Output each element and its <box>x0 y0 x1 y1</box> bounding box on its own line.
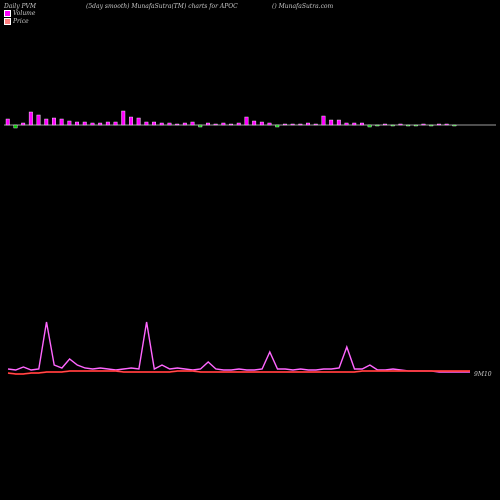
volume-bar-44 <box>344 122 349 126</box>
volume-bar-25 <box>198 124 203 128</box>
chart-title-right: () MunafaSutra.com <box>272 3 334 10</box>
volume-bar-20 <box>159 122 164 126</box>
series-price-line <box>7 370 470 375</box>
volume-bar-1 <box>13 124 18 129</box>
volume-bar-22 <box>175 123 180 126</box>
volume-bar-19 <box>152 121 157 126</box>
volume-bar-33 <box>259 121 264 126</box>
legend-price-label: Price <box>13 18 29 25</box>
volume-bar-45 <box>352 122 357 126</box>
volume-bar-3 <box>28 111 33 126</box>
volume-bar-50 <box>390 124 395 127</box>
volume-bar-0 <box>5 118 10 126</box>
volume-bar-18 <box>144 121 149 126</box>
volume-bar-12 <box>98 122 103 126</box>
volume-bar-35 <box>275 124 280 128</box>
volume-bar-49 <box>383 123 387 126</box>
volume-bar-29 <box>229 123 234 126</box>
volume-bar-38 <box>298 123 303 126</box>
series-volume-line <box>7 321 470 373</box>
volume-bar-21 <box>167 122 172 126</box>
volume-bar-13 <box>105 121 110 126</box>
volume-bar-17 <box>136 117 141 126</box>
legend-price: Price <box>4 18 29 25</box>
volume-bar-16 <box>128 116 133 126</box>
volume-bar-7 <box>59 118 64 126</box>
volume-bar-23 <box>182 122 187 126</box>
volume-bar-42 <box>329 119 334 126</box>
volume-bar-11 <box>90 122 95 126</box>
volume-bar-27 <box>213 123 218 126</box>
volume-bar-5 <box>44 118 49 126</box>
volume-bar-53 <box>413 124 418 127</box>
volume-bar-31 <box>244 116 249 126</box>
volume-bar-47 <box>367 124 372 128</box>
volume-bar-4 <box>36 114 41 126</box>
volume-bar-28 <box>221 122 226 126</box>
volume-bar-6 <box>52 117 56 126</box>
chart-title-center: (5day smooth) MunafaSutra(TM) charts for… <box>86 3 238 10</box>
volume-bar-54 <box>421 123 426 126</box>
volume-bar-34 <box>267 122 272 126</box>
volume-bar-48 <box>375 124 380 127</box>
volume-bar-24 <box>190 121 195 126</box>
volume-bar-57 <box>444 123 449 126</box>
volume-bar-8 <box>67 120 72 126</box>
price-annotation: 9M10 <box>474 371 492 378</box>
volume-bar-37 <box>290 123 295 126</box>
volume-bar-10 <box>82 121 87 126</box>
chart-title-left: Daily PVM <box>4 3 37 10</box>
volume-bar-36 <box>283 123 287 126</box>
volume-bar-26 <box>205 122 210 126</box>
legend-volume-swatch <box>4 10 11 17</box>
volume-bar-56 <box>437 123 441 126</box>
volume-bar-32 <box>252 120 257 126</box>
legend-price-swatch <box>4 18 11 25</box>
volume-bar-52 <box>406 124 411 127</box>
volume-bar-43 <box>336 119 341 126</box>
volume-bar-46 <box>360 122 364 126</box>
volume-bar-58 <box>452 124 457 127</box>
volume-bar-9 <box>75 121 80 126</box>
volume-bar-39 <box>306 122 310 126</box>
volume-bar-14 <box>113 121 118 126</box>
volume-bar-30 <box>236 122 241 126</box>
series-price-highlight <box>7 370 470 375</box>
volume-bar-51 <box>398 123 403 126</box>
volume-bar-40 <box>313 123 318 126</box>
volume-bar-2 <box>21 122 26 126</box>
legend-volume-label: Volume <box>13 10 36 17</box>
legend-volume: Volume <box>4 10 35 17</box>
volume-bar-55 <box>429 124 434 127</box>
volume-bar-15 <box>121 110 126 126</box>
volume-bar-41 <box>321 115 326 126</box>
